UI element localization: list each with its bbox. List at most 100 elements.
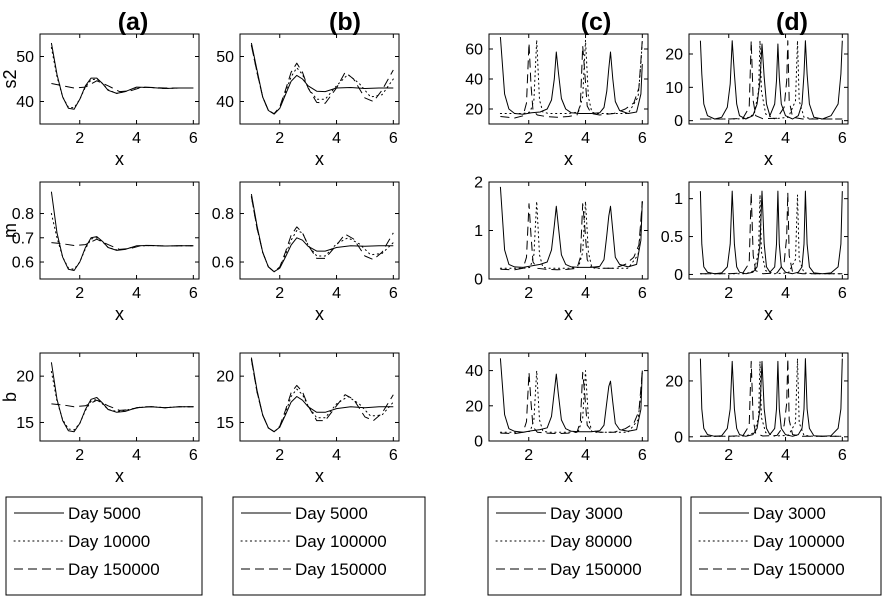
y-tick-label: 0 — [474, 434, 483, 451]
x-axis-label: x — [764, 304, 773, 324]
y-tick-label: 20 — [465, 102, 483, 119]
y-tick-label: 40 — [16, 94, 34, 111]
y-tick-label: 10 — [665, 80, 683, 97]
y-tick-label: 0.8 — [12, 206, 34, 223]
x-tick-label: 2 — [524, 130, 533, 147]
panel-c-b: 2 4 6 0 20 40 x — [465, 352, 649, 486]
y-tick-label: 0.5 — [661, 229, 683, 246]
series-line-dashed — [250, 196, 394, 273]
series-line-dotted — [50, 371, 194, 431]
x-tick-label: 4 — [781, 285, 790, 302]
x-tick-label: 4 — [132, 447, 141, 464]
axes-frame — [39, 352, 200, 442]
legend-4: Day 3000 Day 100000 Day 150000 — [690, 496, 882, 596]
y-tick-label: 15 — [216, 415, 234, 432]
x-tick-label: 2 — [724, 285, 733, 302]
x-tick-label: 6 — [838, 130, 847, 147]
series-line-solid — [499, 358, 643, 433]
x-axis-label: x — [764, 466, 773, 486]
y-tick-label: 40 — [465, 72, 483, 89]
y-tick-label: 0 — [474, 272, 483, 289]
series-line-dotted — [250, 196, 394, 273]
x-axis-label: x — [115, 466, 124, 486]
series-line-dashed — [51, 399, 194, 411]
x-tick-label: 2 — [75, 130, 84, 147]
series-line-dashed — [700, 40, 843, 120]
legend-label: Day 150000 — [68, 560, 160, 579]
x-tick-label: 4 — [332, 447, 341, 464]
x-tick-label: 6 — [638, 447, 647, 464]
series-line-dashed — [500, 370, 643, 435]
y-tick-label: 20 — [16, 369, 34, 386]
y-axis-label: b — [0, 392, 20, 402]
legends: Day 5000 Day 10000 Day 150000 Day 5000 Day 1… — [5, 496, 882, 596]
y-tick-label: 50 — [16, 49, 34, 66]
y-tick-label: 2 — [474, 175, 483, 192]
series-line-solid — [499, 186, 643, 268]
series-line-solid — [699, 40, 843, 120]
y-tick-label: 40 — [216, 94, 234, 111]
series-line-solid — [699, 358, 843, 437]
legend-label: Day 100000 — [295, 532, 387, 551]
x-tick-label: 2 — [524, 285, 533, 302]
series-line-solid — [250, 42, 394, 115]
series-line-dashed — [700, 358, 843, 437]
series-line-solid — [699, 190, 843, 275]
y-tick-label: 0 — [674, 113, 683, 130]
y-tick-label: 40 — [465, 363, 483, 380]
panel-b-m: 2 4 6 0.6 0.8 x — [212, 181, 400, 324]
axes-frame — [688, 33, 849, 125]
panel-d-m: 2 4 6 0 0.5 1 x — [661, 181, 849, 324]
axes-frame — [239, 33, 400, 125]
legend-label: Day 3000 — [550, 504, 623, 523]
column-title: (c) — [581, 8, 612, 36]
y-tick-label: 1 — [474, 223, 483, 240]
series-line-dashed — [51, 238, 194, 250]
x-tick-label: 4 — [781, 130, 790, 147]
legend-label: Day 150000 — [753, 560, 845, 579]
series-line-dashed — [250, 359, 394, 433]
x-tick-label: 2 — [524, 447, 533, 464]
legend-label: Day 10000 — [68, 532, 150, 551]
y-tick-label: 0.7 — [12, 230, 34, 247]
legend-label: Day 5000 — [68, 504, 141, 523]
legend-3: Day 3000 Day 80000 Day 150000 — [487, 496, 682, 596]
y-tick-label: 20 — [465, 398, 483, 415]
series-line-dotted — [50, 213, 194, 270]
column-title: (a) — [118, 8, 149, 36]
y-tick-label: 50 — [216, 49, 234, 66]
x-tick-label: 2 — [75, 447, 84, 464]
x-tick-label: 6 — [189, 447, 198, 464]
column-title: (d) — [776, 8, 808, 36]
series-line-dotted — [699, 358, 843, 437]
series-line-dotted — [699, 40, 843, 120]
x-tick-label: 6 — [389, 447, 398, 464]
series-line-solid — [50, 191, 194, 271]
series-line-dashed — [700, 192, 843, 275]
x-axis-label: x — [764, 149, 773, 169]
legend-label: Day 100000 — [753, 532, 845, 551]
x-tick-label: 2 — [724, 447, 733, 464]
legend-label: Day 80000 — [550, 532, 632, 551]
series-line-solid — [50, 362, 194, 433]
panel-a-m: 2 4 6 0.6 0.7 0.8 x m — [0, 181, 200, 324]
panel-d-s2: 2 4 6 0 10 20 x — [665, 33, 849, 169]
x-tick-label: 2 — [724, 130, 733, 147]
y-tick-label: 1 — [674, 191, 683, 208]
x-tick-label: 2 — [275, 447, 284, 464]
series-line-dotted — [50, 47, 194, 109]
panel-a-s2: 2 4 6 40 50 x s2 — [0, 33, 200, 169]
axes-frame — [39, 181, 200, 280]
x-tick-label: 2 — [275, 130, 284, 147]
y-tick-label: 20 — [665, 373, 683, 390]
series-line-solid — [50, 42, 194, 110]
x-axis-label: x — [115, 304, 124, 324]
series-line-dotted — [699, 194, 843, 275]
y-tick-label: 0.6 — [212, 255, 234, 272]
panel-c-m: 2 4 6 0 1 2 x — [474, 175, 649, 324]
axes-frame — [488, 352, 649, 442]
x-tick-label: 2 — [75, 285, 84, 302]
series-line-dotted — [499, 39, 643, 114]
x-axis-label: x — [115, 149, 124, 169]
